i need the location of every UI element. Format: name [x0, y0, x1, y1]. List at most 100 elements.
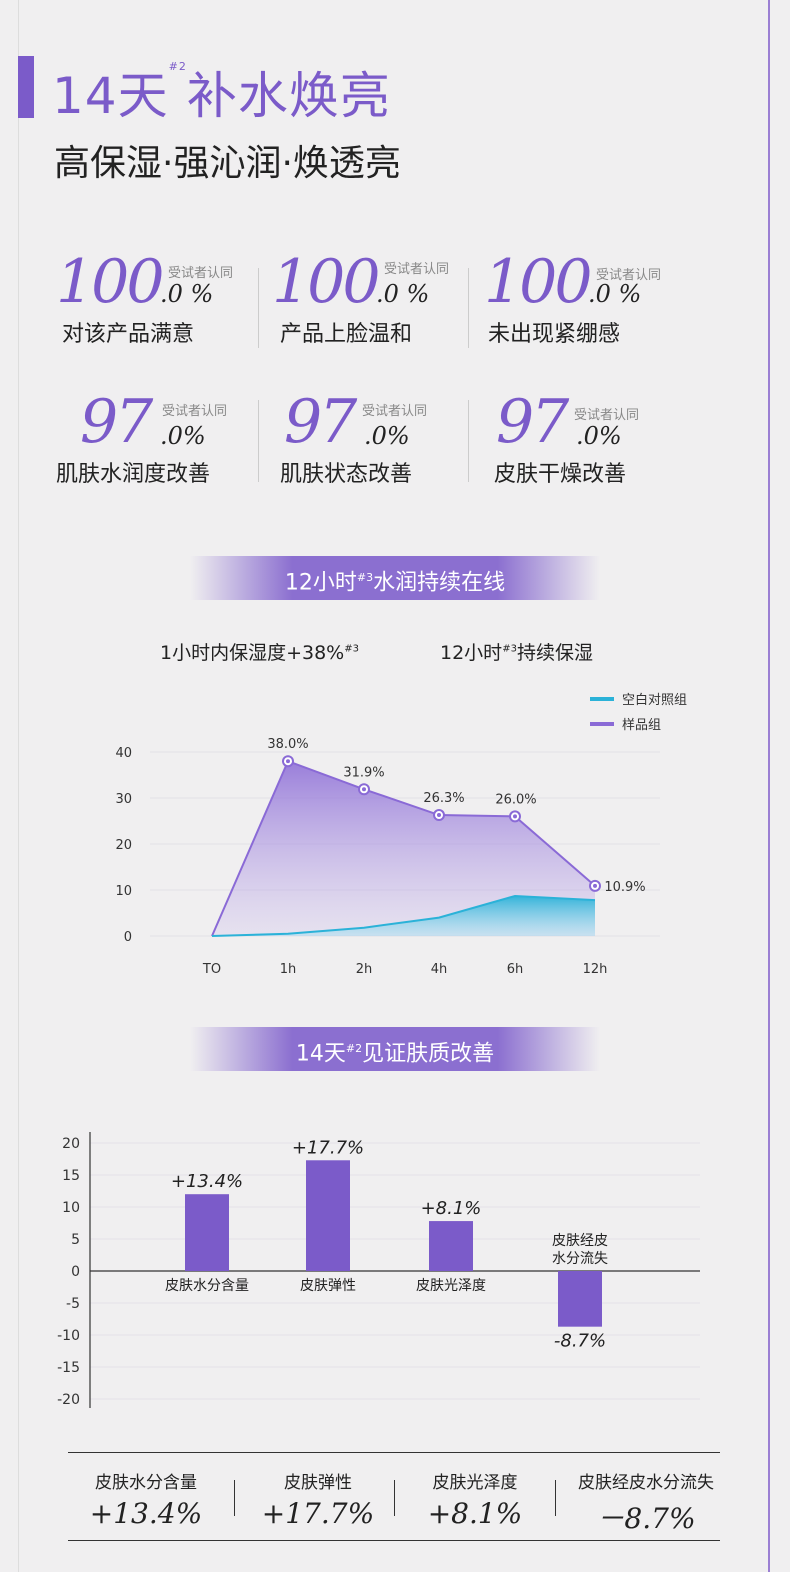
summary-bottom-rule [68, 1540, 720, 1541]
stat-label: 肌肤水润度改善 [56, 462, 211, 487]
y-tick-label: 15 [62, 1168, 80, 1184]
legend-label: 样品组 [622, 718, 661, 733]
sample-area [212, 761, 595, 936]
y-tick-label: 10 [115, 884, 132, 899]
stat-decimal: .0 % [588, 280, 642, 308]
summary-value: +13.4% [89, 1497, 203, 1530]
bar [429, 1221, 473, 1271]
data-label: 31.9% [343, 765, 384, 780]
stat-big-number: 100 [272, 247, 381, 317]
summary-divider [234, 1480, 235, 1516]
stat-label: 皮肤干燥改善 [494, 462, 627, 487]
stat-card: 100 .0 % 受试者认同 对该产品满意 [56, 252, 266, 362]
skin-improvement-bar-chart: 20 15 10 5 0 -5 -10 -15 -20 +13.4% +17.7% +8.1% -8.… [57, 1132, 700, 1408]
stat-divider [468, 268, 469, 348]
stat-card: 100 .0 % 受试者认同 未出现紧绷感 [484, 252, 694, 362]
y-tick-label: 30 [115, 792, 132, 807]
x-tick-label: 1h [280, 962, 297, 977]
y-tick-label: -15 [57, 1360, 80, 1376]
category-label: 皮肤弹性 [300, 1278, 356, 1294]
stat-tag: 受试者认同 [596, 268, 662, 283]
summary-label: 皮肤光泽度 [432, 1473, 518, 1493]
frame-left-line [18, 0, 19, 1572]
stat-divider [258, 400, 259, 482]
bar [558, 1271, 602, 1327]
control-line [211, 894, 596, 937]
hydration-area-chart: 0 10 20 30 40 38.0% 31.9% 26.3% 26.0% 10.9% TO 1h… [115, 692, 687, 977]
summary-item: 皮肤经皮水分流失 －8.7% [566, 1468, 726, 1537]
subhead-right: 12小时#3持续保湿 [440, 642, 593, 664]
stat-tag: 受试者认同 [362, 404, 428, 419]
y-tick-label: 40 [115, 746, 132, 761]
x-tick-label: 12h [583, 962, 608, 977]
summary-label: 皮肤弹性 [284, 1473, 352, 1493]
bar-value-label: +8.1% [421, 1198, 482, 1219]
sample-point-core [593, 883, 597, 888]
summary-top-rule [68, 1452, 720, 1453]
y-tick-label: 0 [124, 930, 132, 945]
y-tick-label: -5 [66, 1296, 80, 1312]
sample-line [211, 759, 596, 937]
control-area [212, 895, 595, 936]
category-label: 水分流失 [552, 1251, 608, 1267]
x-tick-label: 6h [507, 962, 524, 977]
y-tick-label: 20 [62, 1136, 80, 1152]
summary-label: 皮肤水分含量 [95, 1473, 197, 1493]
bar-value-label: +13.4% [171, 1171, 243, 1192]
stat-tag: 受试者认同 [384, 262, 450, 277]
x-tick-label: 2h [356, 962, 373, 977]
sample-point-core [437, 813, 441, 818]
summary-item: 皮肤水分含量 +13.4% [66, 1468, 226, 1530]
summary-value: +17.7% [261, 1497, 375, 1530]
stat-label: 产品上脸温和 [280, 322, 413, 347]
category-label: 皮肤水分含量 [165, 1278, 249, 1294]
summary-value: －8.7% [596, 1502, 696, 1535]
y-tick-label: -20 [57, 1392, 80, 1408]
y-tick-label: 0 [71, 1264, 80, 1280]
stat-tag: 受试者认同 [168, 266, 234, 281]
stat-tag: 受试者认同 [162, 404, 228, 419]
stat-card: 97 .0% 受试者认同 肌肤水润度改善 [56, 392, 266, 502]
stat-decimal: .0% [364, 422, 410, 450]
stat-tag: 受试者认同 [574, 408, 640, 423]
stat-divider [258, 268, 259, 348]
y-tick-label: 10 [62, 1200, 80, 1216]
section-banner-skin: 14天#2见证肤质改善 [190, 1027, 600, 1071]
bar-value-label: +17.7% [292, 1137, 364, 1158]
title-accent-bar [18, 56, 34, 118]
stat-big-number: 97 [496, 387, 569, 457]
summary-item: 皮肤光泽度 +8.1% [395, 1468, 555, 1530]
data-label: 26.3% [423, 791, 464, 806]
bar [306, 1160, 350, 1271]
stat-decimal: .0% [160, 422, 206, 450]
x-tick-label: TO [202, 962, 221, 977]
sample-point-core [286, 759, 290, 764]
section-banner-hydration: 12小时#3水润持续在线 [190, 556, 600, 600]
data-label: 26.0% [495, 792, 536, 807]
stat-divider [468, 400, 469, 482]
summary-value: +8.1% [427, 1497, 523, 1530]
bar-value-label: -8.7% [554, 1331, 606, 1352]
category-label: 皮肤光泽度 [416, 1278, 486, 1294]
legend-label: 空白对照组 [622, 692, 687, 708]
summary-item: 皮肤弹性 +17.7% [238, 1468, 398, 1530]
stat-big-number: 100 [484, 247, 593, 317]
stat-label: 对该产品满意 [62, 322, 195, 347]
stat-label: 肌肤状态改善 [280, 462, 413, 487]
frame-right-line [768, 0, 770, 1572]
subhead-left: 1小时内保湿度+38%#3 [160, 642, 359, 664]
stat-card: 97 .0% 受试者认同 肌肤状态改善 [272, 392, 482, 502]
stat-card: 100 .0 % 受试者认同 产品上脸温和 [272, 252, 482, 362]
stat-big-number: 97 [80, 387, 153, 457]
stat-card: 97 .0% 受试者认同 皮肤干燥改善 [484, 392, 694, 502]
stat-big-number: 100 [56, 247, 165, 317]
stat-big-number: 97 [284, 387, 357, 457]
hero-subtitle: 高保湿·强沁润·焕透亮 [54, 143, 401, 184]
stat-decimal: .0% [576, 422, 622, 450]
bar [185, 1194, 229, 1271]
stat-decimal: .0 % [160, 280, 214, 308]
summary-divider [394, 1480, 395, 1516]
summary-divider [555, 1480, 556, 1516]
category-label: 皮肤经皮 [552, 1233, 608, 1249]
y-tick-label: -10 [57, 1328, 80, 1344]
